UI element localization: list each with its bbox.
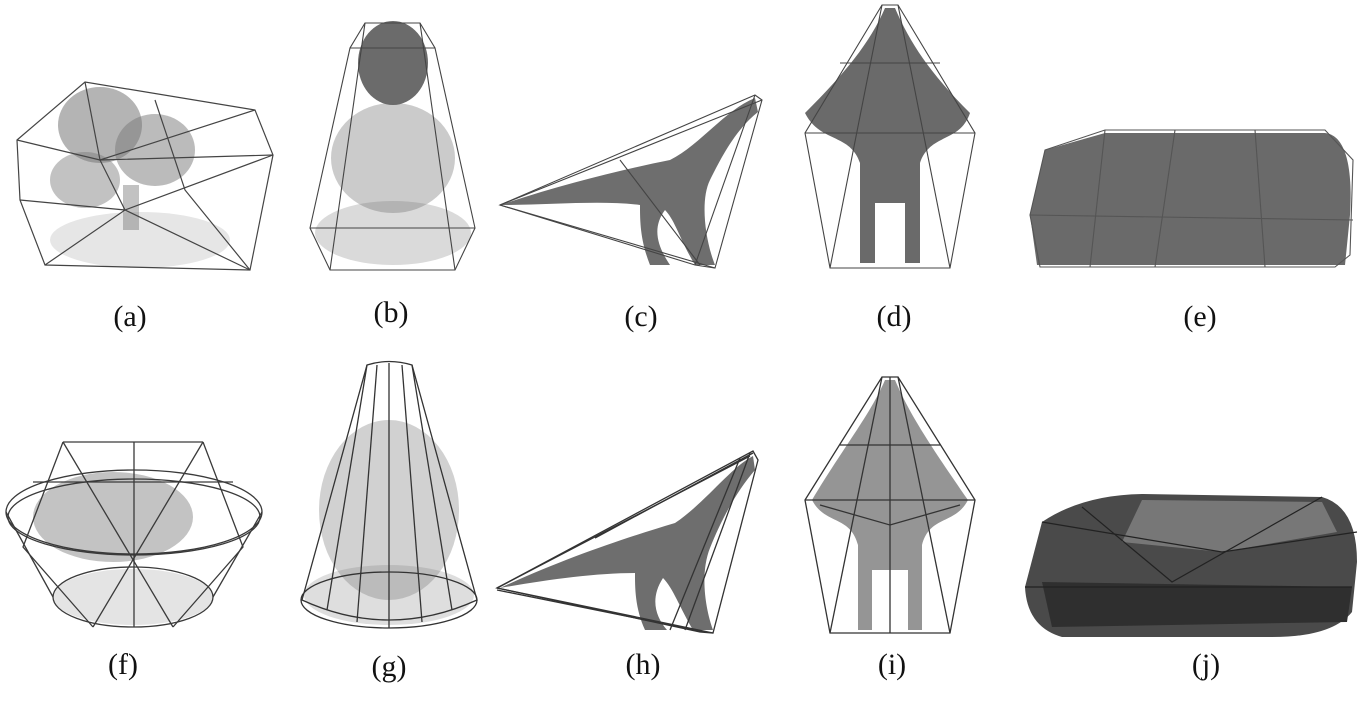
point-cloud-h [500, 456, 755, 630]
caption-f: (f) [108, 648, 138, 681]
caption-b: (b) [373, 296, 409, 329]
caption-e: (e) [1183, 300, 1217, 333]
hull-wireframe-b [309, 21, 476, 271]
hull-wireframe-e [1029, 129, 1354, 268]
hull-wireframe-a [16, 81, 274, 271]
caption-d: (d) [876, 300, 912, 333]
point-cloud-f [33, 472, 213, 625]
hull-wireframe-d [804, 4, 976, 269]
panel-h-dinosaur-dense-hull [495, 448, 760, 635]
panel-g-buddha-dense-hull [297, 360, 482, 632]
hull-wireframe-c [498, 94, 763, 269]
panel-c-dinosaur-coarse-hull [498, 90, 765, 270]
panel-i-dragon-dense-hull [800, 375, 980, 635]
caption-a: (a) [113, 300, 147, 333]
panel-d-dragon-coarse-hull [800, 3, 980, 273]
hull-wireframe-i [804, 376, 976, 634]
caption-g: (g) [371, 650, 407, 683]
point-cloud-j [1025, 494, 1357, 637]
hull-wireframe-g [300, 360, 478, 629]
caption-i: (i) [877, 648, 907, 681]
caption-h: (h) [625, 648, 661, 681]
hull-wireframe-f [5, 441, 263, 628]
panel-f-fruit-basket-dense-hull [3, 437, 265, 632]
hull-wireframe-h [495, 450, 759, 634]
point-cloud-a [50, 87, 230, 268]
point-cloud-b [315, 21, 471, 265]
panel-j-car-dense-hull [1022, 492, 1359, 637]
panel-e-car-coarse-hull [1025, 125, 1355, 270]
caption-j: (j) [1191, 648, 1221, 681]
point-cloud-d [805, 8, 970, 263]
panel-a-fruit-basket-coarse-hull [5, 70, 275, 275]
point-cloud-c [500, 98, 758, 265]
caption-c: (c) [624, 300, 658, 333]
point-cloud-e [1030, 133, 1351, 265]
panel-b-buddha-coarse-hull [305, 18, 480, 273]
hull-wireframe-j [1025, 494, 1358, 637]
